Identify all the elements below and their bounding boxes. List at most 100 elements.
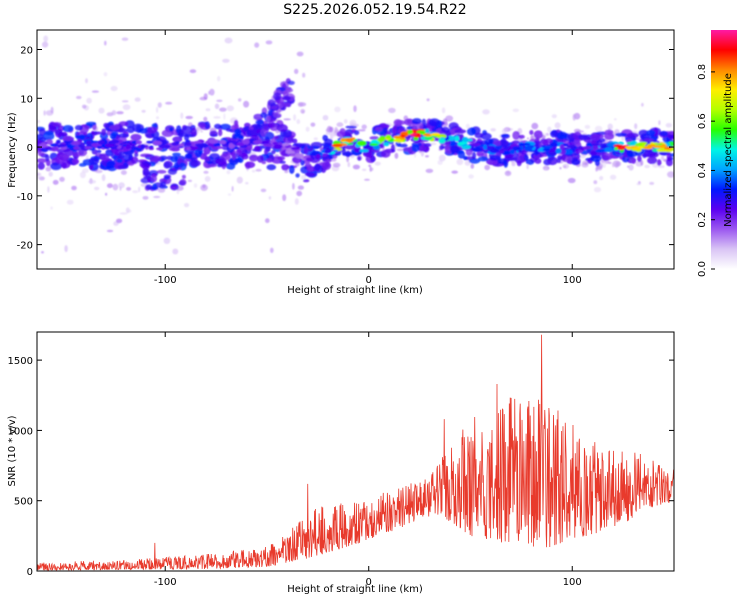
- spectrogram-cell: [572, 113, 576, 121]
- spectrogram-cell: [121, 100, 129, 103]
- spectrogram-cell: [229, 157, 239, 166]
- spectrogram-cell: [547, 156, 558, 166]
- spectrogram-cell: [669, 153, 674, 157]
- spectrogram-cell: [45, 166, 52, 172]
- spectrogram-cell: [497, 158, 508, 164]
- spectrogram-cell: [341, 147, 346, 156]
- spectrogram-cell: [85, 121, 97, 126]
- spectrogram-cell: [202, 184, 206, 189]
- spectrogram-cell: [667, 171, 674, 178]
- snr-series-line: [37, 334, 674, 571]
- spectrogram-cell: [649, 181, 655, 185]
- spectrogram-cell: [472, 147, 482, 153]
- spectrogram-cell: [283, 118, 291, 121]
- spectrogram-cell: [606, 142, 616, 147]
- spectrogram-cell: [471, 142, 481, 147]
- spectrogram-cell: [132, 190, 139, 194]
- spectrogram-cell: [489, 155, 501, 161]
- spectrogram-cell: [383, 127, 388, 134]
- spectrogram-cell: [520, 142, 531, 146]
- spectrogram-cell: [289, 165, 295, 174]
- spectrogram-cell: [529, 130, 534, 135]
- spectrogram-cell: [477, 156, 489, 162]
- spectrogram-cell: [466, 127, 477, 136]
- spectrogram-cell: [37, 158, 47, 164]
- spectrogram-cell: [542, 139, 549, 147]
- spectrogram-cell: [41, 251, 44, 254]
- spectrogram-cell: [104, 40, 107, 46]
- spectrogram-cell: [216, 99, 223, 103]
- snr-y-tick-label: 1000: [8, 426, 33, 437]
- spectrogram-cell: [282, 95, 291, 101]
- spectrogram-cell: [96, 145, 103, 149]
- spectrogram-cell: [157, 187, 166, 193]
- spectrogram-cell: [270, 106, 278, 110]
- spectrogram-cell: [559, 144, 565, 150]
- spectrogram-cell: [303, 179, 310, 183]
- spectrogram-cell: [283, 136, 294, 144]
- spectrogram-frame: [36, 29, 675, 270]
- spectrogram-cell: [514, 156, 526, 164]
- spectrogram-cell: [163, 161, 171, 169]
- spectrogram-cell: [234, 128, 242, 137]
- spectrogram-cell: [66, 199, 74, 205]
- spectrogram-cell: [172, 248, 179, 255]
- spectrogram-cell: [346, 155, 349, 163]
- spectrogram-cell: [110, 85, 118, 92]
- spectrogram-cell: [293, 114, 297, 121]
- spectrogram-cell: [219, 140, 227, 145]
- spectrogram-cell: [130, 133, 142, 141]
- spectrogram-cell: [557, 155, 563, 160]
- spectrogram-cell: [227, 193, 232, 196]
- spectrogram-cell: [52, 122, 62, 127]
- spectrogram-cell: [71, 185, 77, 191]
- spectrogram-cell: [243, 100, 250, 108]
- spectrogram-cell: [150, 174, 157, 183]
- spectrogram-cell: [61, 154, 70, 159]
- spectrogram-cell: [646, 130, 656, 136]
- spectrogram-cell: [614, 147, 619, 151]
- spectrogram-cell: [615, 132, 628, 137]
- spectrogram-cell: [138, 128, 148, 134]
- spectrogram-cell: [219, 107, 227, 112]
- spectrogram-cell: [468, 174, 474, 179]
- spectrogram-cell: [84, 146, 93, 150]
- spectrogram-cell: [277, 156, 286, 161]
- spectrogram-cell: [50, 106, 54, 114]
- spectrogram-cell: [211, 146, 218, 150]
- spectrogram-cell: [156, 116, 159, 120]
- spectrogram-cell: [375, 127, 383, 132]
- spectrogram-cell: [242, 139, 250, 145]
- spectrogram-cell: [578, 134, 589, 141]
- spectrogram-cell: [126, 126, 135, 134]
- spectrogram-cell: [345, 125, 358, 129]
- spectrogram-cell: [404, 118, 415, 126]
- spectrogram-cell: [85, 140, 92, 145]
- spectrogram-cell: [512, 146, 521, 150]
- spectrogram-cell: [332, 143, 343, 147]
- spectrogram-cell: [156, 147, 163, 151]
- spectrogram-cell: [484, 164, 491, 171]
- spectrogram-cell: [203, 170, 209, 174]
- spectrogram-cell: [268, 120, 275, 129]
- spectrogram-cell: [50, 206, 53, 210]
- spectrogram-cell: [571, 159, 581, 166]
- spectrogram-cell: [578, 150, 583, 153]
- spectrogram-cell: [304, 172, 316, 177]
- spectrogram-cell: [163, 237, 171, 244]
- spectrogram-cell: [214, 103, 220, 110]
- spectrogram-cell: [393, 135, 402, 139]
- spectrogram-cell: [273, 112, 282, 119]
- spectrogram-cell: [487, 160, 498, 166]
- spectrogram-cell: [426, 98, 430, 102]
- spectrogram-cell: [50, 146, 59, 152]
- spectrogram-cell: [321, 161, 332, 170]
- spectrogram-y-tick-label: -20: [17, 241, 33, 252]
- spectrogram-cell: [345, 139, 354, 143]
- spectrogram-cell: [593, 187, 602, 193]
- spectrogram-cell: [165, 101, 173, 105]
- spectrogram-cell: [79, 171, 86, 179]
- spectrogram-cell: [582, 146, 592, 150]
- spectrogram-cell: [626, 149, 633, 153]
- spectrogram-cell: [349, 119, 357, 127]
